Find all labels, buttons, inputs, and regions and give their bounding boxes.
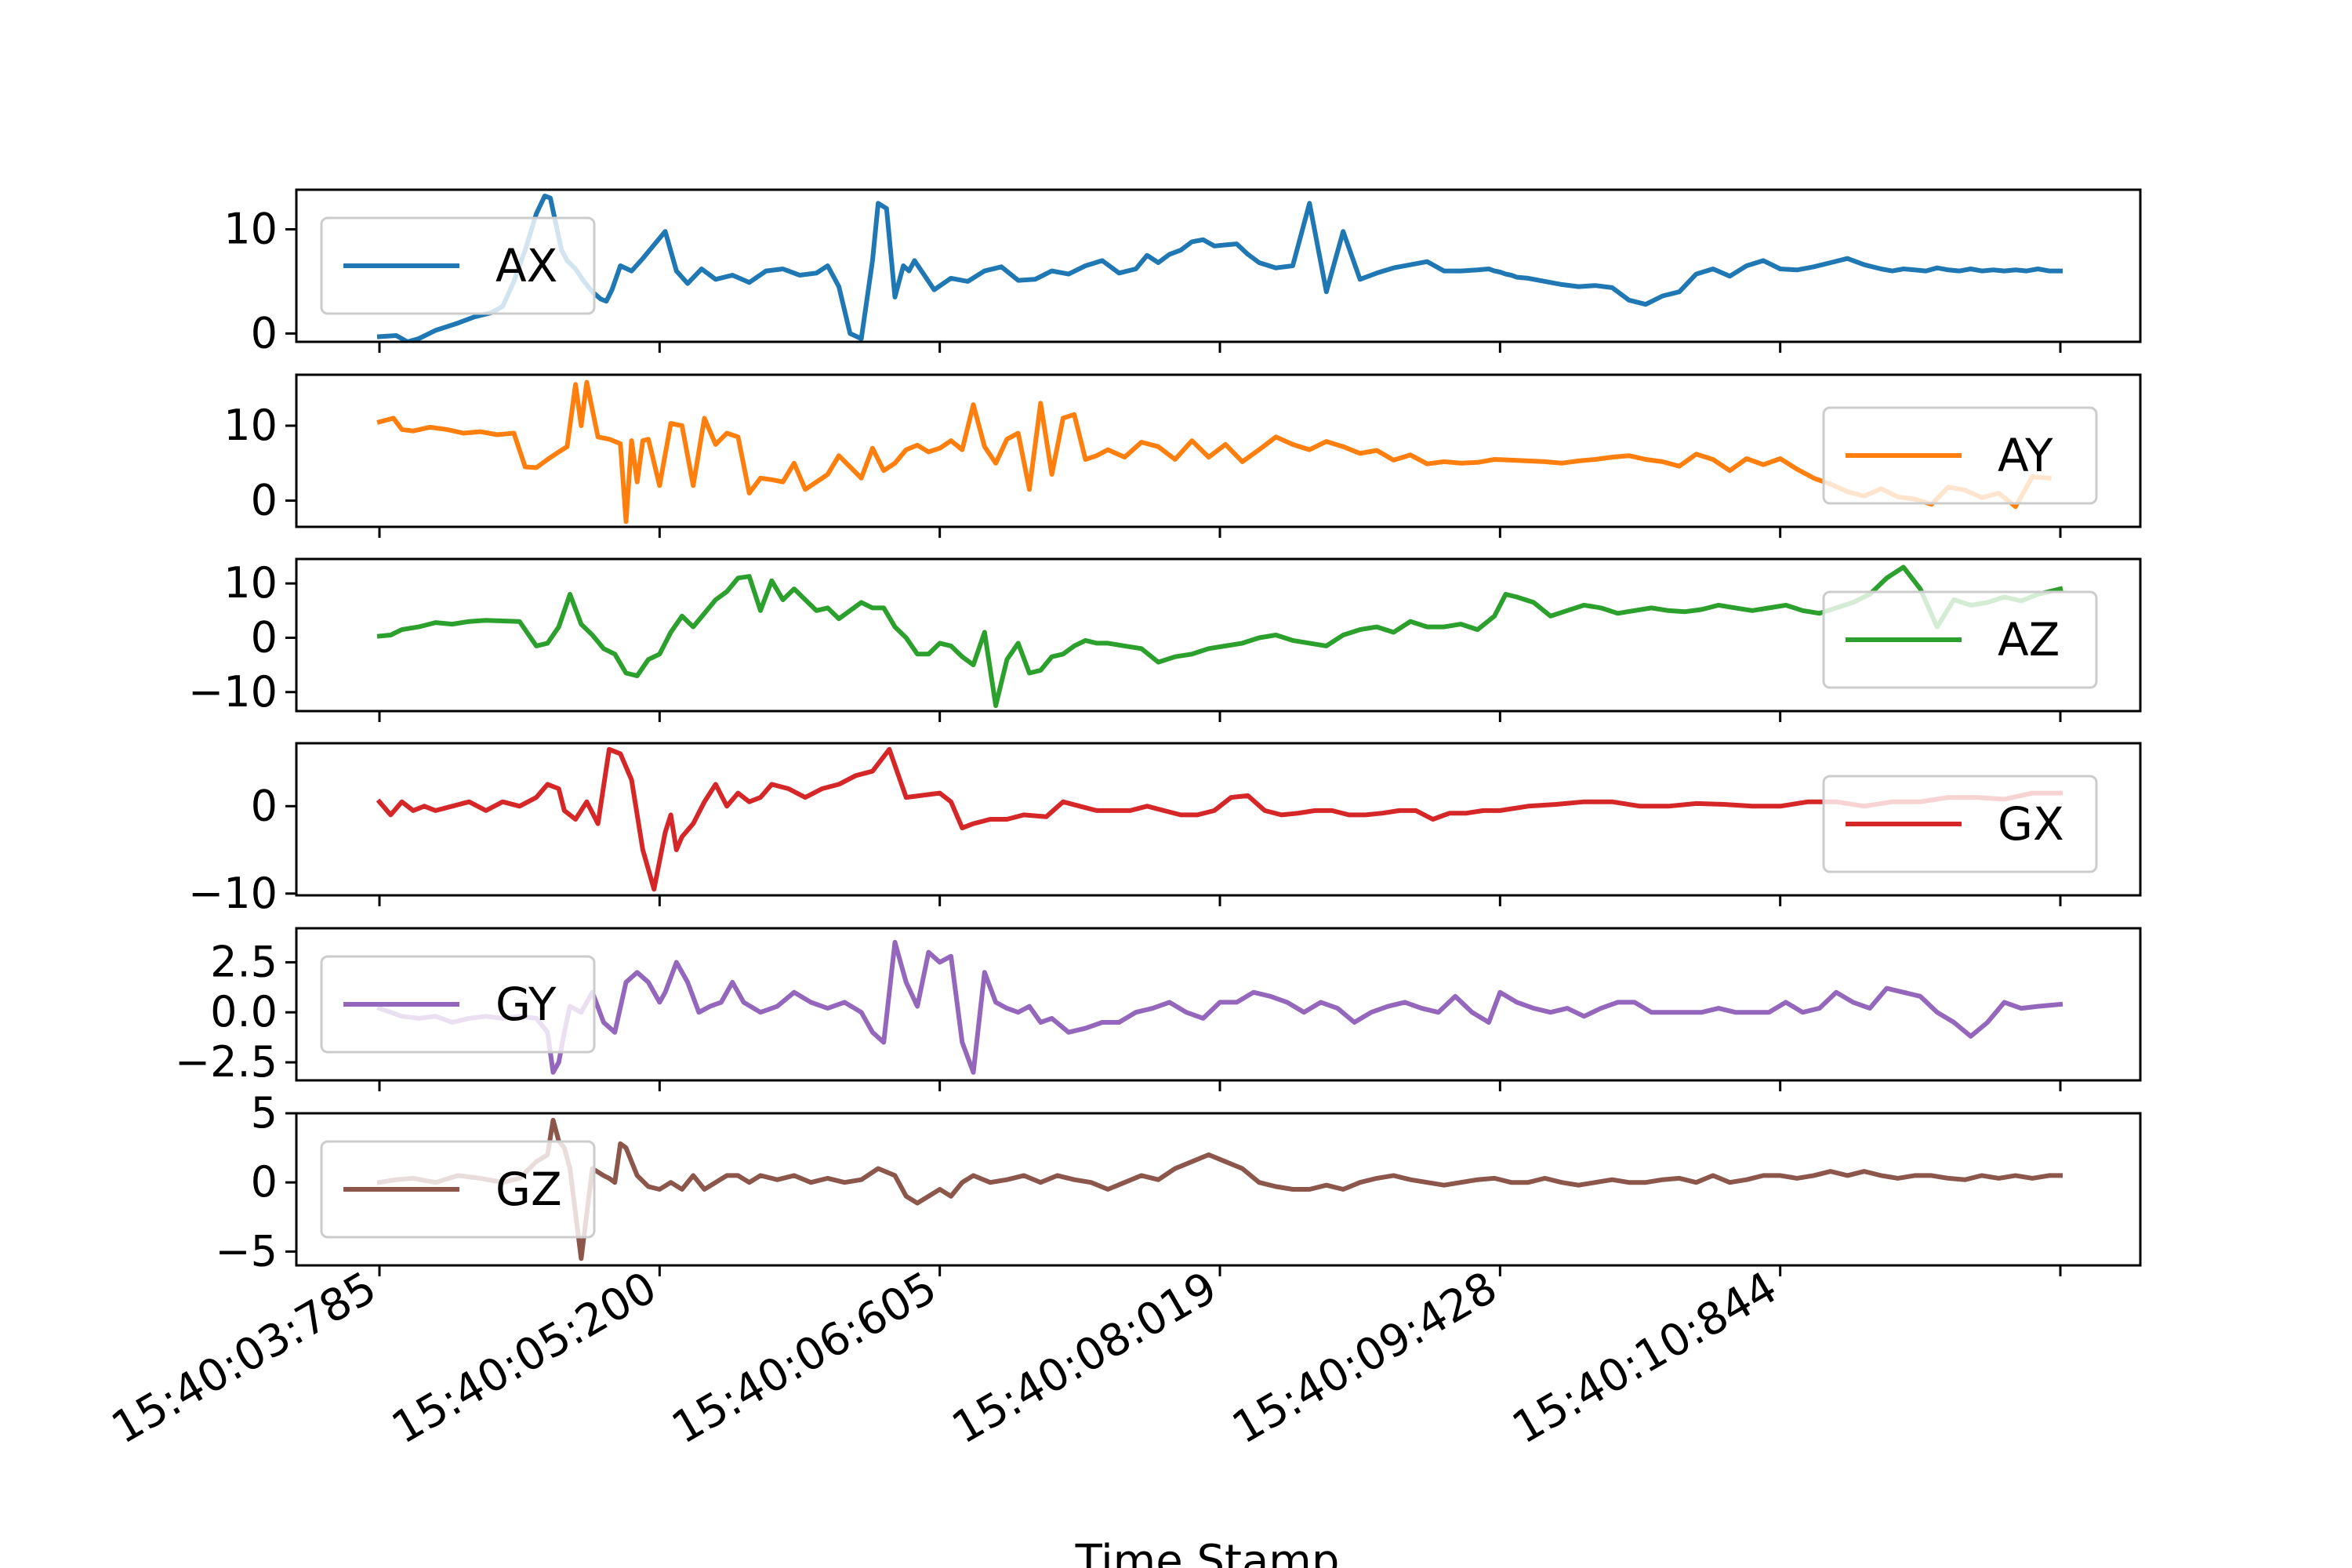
series-line-gx bbox=[376, 746, 2063, 892]
legend-label: GZ bbox=[495, 1163, 562, 1216]
y-tick-label: 10 bbox=[223, 401, 278, 450]
x-axis-title: Time Stamp bbox=[1075, 1536, 1340, 1568]
y-tick-label: −5 bbox=[215, 1226, 278, 1276]
y-tick-label: 0 bbox=[251, 308, 278, 358]
legend-gx: GX bbox=[1822, 775, 2098, 873]
y-tick-label: 2.5 bbox=[210, 937, 278, 986]
legend-gy: GY bbox=[320, 955, 596, 1054]
series-line-gz bbox=[376, 1117, 2063, 1261]
axes-frame bbox=[295, 742, 2142, 897]
legend-label: GX bbox=[1998, 797, 2064, 851]
legend-ay: AY bbox=[1822, 406, 2098, 505]
y-tick-label: 0 bbox=[251, 1157, 278, 1207]
series-line-az bbox=[376, 564, 2063, 709]
subplot-ax: 0 10 AX bbox=[223, 188, 2142, 358]
y-tick-label: 0 bbox=[251, 612, 278, 662]
y-tick-label: −10 bbox=[188, 667, 278, 717]
y-tick-label: −10 bbox=[188, 869, 278, 918]
y-tick-label: 0 bbox=[251, 781, 278, 830]
legend-label: AY bbox=[1998, 429, 2053, 482]
y-tick-label: 5 bbox=[251, 1088, 278, 1138]
legend-label: AX bbox=[495, 239, 557, 292]
subplot-gx: −10 0 GX bbox=[188, 742, 2142, 918]
subplot-ay: 0 10 AY bbox=[223, 373, 2142, 538]
y-tick-label: 0 bbox=[251, 476, 278, 525]
legend-gz: GZ bbox=[320, 1140, 596, 1239]
y-tick-label: 10 bbox=[223, 558, 278, 608]
legend-label: GY bbox=[495, 978, 557, 1031]
legend-az: AZ bbox=[1822, 590, 2098, 689]
axes-frame bbox=[295, 557, 2142, 713]
axes-frame bbox=[295, 373, 2142, 528]
subplot-gz: −5 0 5 GZ bbox=[215, 1088, 2142, 1276]
legend-label: AZ bbox=[1998, 613, 2060, 666]
axes-frame bbox=[295, 188, 2142, 343]
axes-frame bbox=[295, 1112, 2142, 1267]
y-tick-label: −2.5 bbox=[175, 1037, 278, 1087]
series-line-gy bbox=[376, 939, 2063, 1075]
subplot-gy: −2.50.02.5 GY bbox=[175, 927, 2142, 1091]
y-tick-label: 10 bbox=[223, 204, 278, 253]
legend-ax: AX bbox=[320, 216, 596, 315]
series-line-ay bbox=[376, 379, 2052, 524]
axes-frame bbox=[295, 927, 2142, 1082]
series-line-ax bbox=[376, 194, 2063, 342]
y-tick-label: 0.0 bbox=[210, 987, 278, 1036]
